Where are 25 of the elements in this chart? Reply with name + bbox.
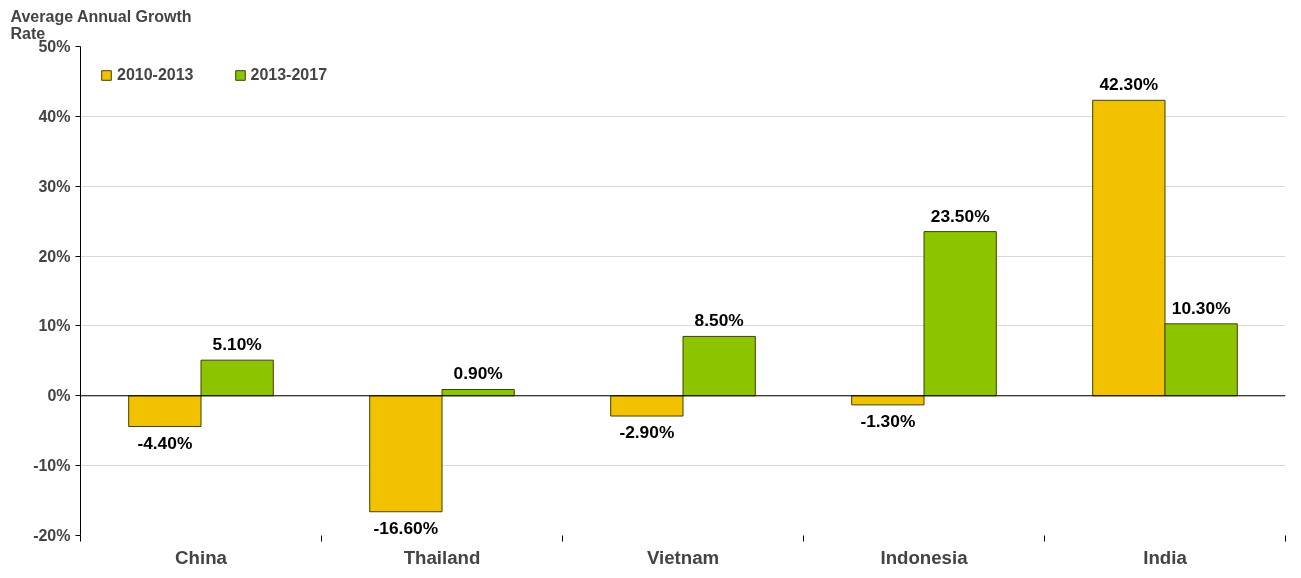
y-tick-label: 20% [38, 247, 71, 265]
y-tick-label: 50% [38, 38, 71, 55]
data-label: -16.60% [373, 517, 439, 538]
data-label: -2.90% [619, 422, 675, 443]
x-tick-label: Indonesia [880, 546, 969, 568]
data-label: 8.50% [694, 310, 744, 331]
data-label: 23.50% [930, 205, 990, 226]
data-label: 0.90% [453, 363, 503, 384]
x-tick-label: Thailand [403, 546, 481, 568]
y-tick-label: 10% [38, 317, 71, 335]
legend-label: 2010-2013 [117, 66, 194, 84]
y-tick-label: -10% [33, 457, 71, 475]
y-tick-label: 30% [38, 177, 71, 195]
y-tick-label: 0% [47, 387, 71, 405]
x-tick-label: Vietnam [646, 546, 720, 568]
data-label: 10.30% [1171, 297, 1231, 318]
y-tick-label: -20% [33, 527, 71, 544]
x-tick-label: China [175, 546, 228, 568]
y-tick-label: 40% [38, 107, 71, 125]
data-label: -4.40% [137, 432, 193, 453]
data-label: 5.10% [212, 334, 262, 355]
x-tick-label: India [1143, 546, 1188, 568]
legend-label: 2013-2017 [250, 66, 328, 84]
data-label: 42.30% [1099, 74, 1159, 95]
data-label: -1.30% [860, 410, 916, 431]
